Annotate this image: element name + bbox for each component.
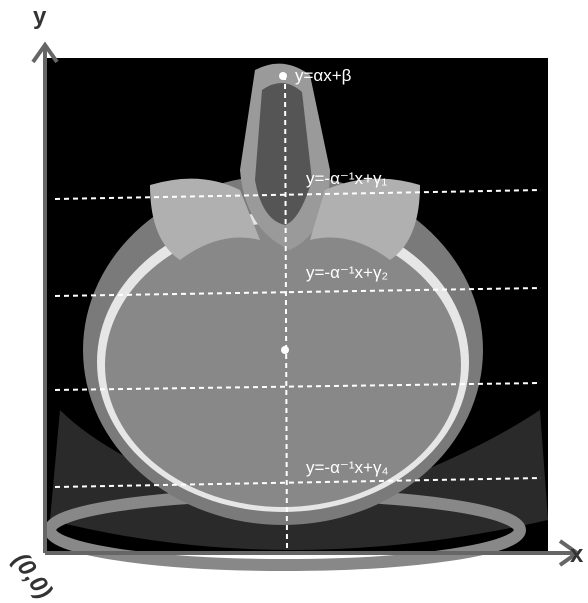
axes (31, 41, 581, 567)
y-axis-label: y (33, 3, 47, 30)
perpendicular-line (54, 287, 542, 297)
point (279, 72, 287, 80)
perpendicular-line (54, 477, 542, 488)
x-axis-label: x (570, 541, 584, 568)
perpendicular-line (54, 189, 542, 200)
origin-label: (0,0) (7, 548, 57, 603)
line-label: y=-α⁻¹x+γ₄ (306, 458, 388, 477)
point (281, 346, 289, 354)
line-label: y=-α⁻¹x+γ₂ (306, 263, 388, 282)
perpendicular-line (54, 382, 542, 391)
line-label: y=αx+β (295, 66, 352, 85)
axis-line (284, 74, 288, 549)
line-label: y=-α⁻¹x+γ₁ (306, 169, 387, 188)
